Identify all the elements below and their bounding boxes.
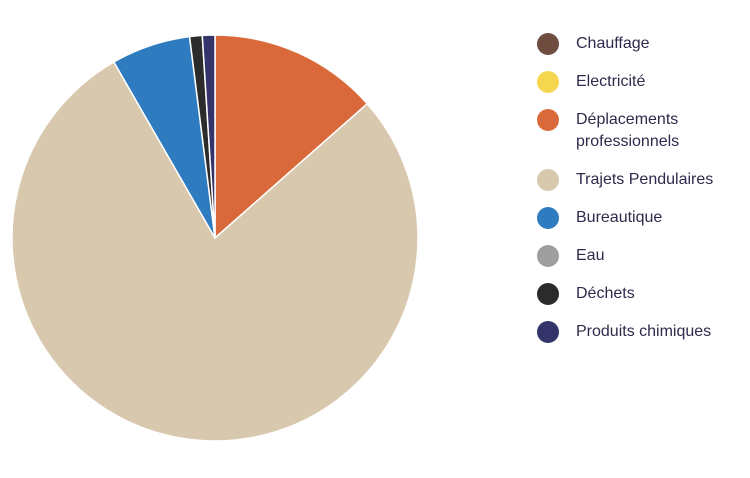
pie-slice — [201, 34, 216, 239]
legend-label: Produits chimiques — [576, 323, 712, 340]
pie-chart — [11, 34, 419, 442]
legend-marker — [537, 169, 559, 191]
legend-item[interactable]: Déplacements professionnels — [537, 109, 747, 153]
legend-marker — [537, 33, 559, 55]
legend-label: Déplacements professionnels — [576, 111, 680, 150]
legend-marker — [537, 245, 559, 267]
legend-marker — [537, 109, 559, 131]
legend-marker — [537, 321, 559, 343]
legend-label: Trajets Pendulaires — [576, 171, 714, 188]
legend-item[interactable]: Déchets — [537, 283, 747, 305]
legend-item[interactable]: Trajets Pendulaires — [537, 169, 747, 191]
legend: Chauffage Electricité Déplacements profess… — [537, 33, 747, 343]
legend-label: Eau — [576, 247, 605, 264]
legend-item[interactable]: Bureautique — [537, 207, 747, 229]
legend-item[interactable]: Eau — [537, 245, 747, 267]
legend-label: Chauffage — [576, 35, 650, 52]
legend-marker — [537, 283, 559, 305]
legend-item[interactable]: Electricité — [537, 71, 747, 93]
legend-marker — [537, 71, 559, 93]
legend-item[interactable]: Chauffage — [537, 33, 747, 55]
legend-marker — [537, 207, 559, 229]
legend-item[interactable]: Produits chimiques — [537, 321, 747, 343]
legend-label: Déchets — [576, 285, 635, 302]
legend-label: Bureautique — [576, 209, 663, 226]
pie-slice — [11, 60, 419, 442]
pie-slice — [214, 34, 369, 240]
legend-label: Electricité — [576, 73, 646, 90]
